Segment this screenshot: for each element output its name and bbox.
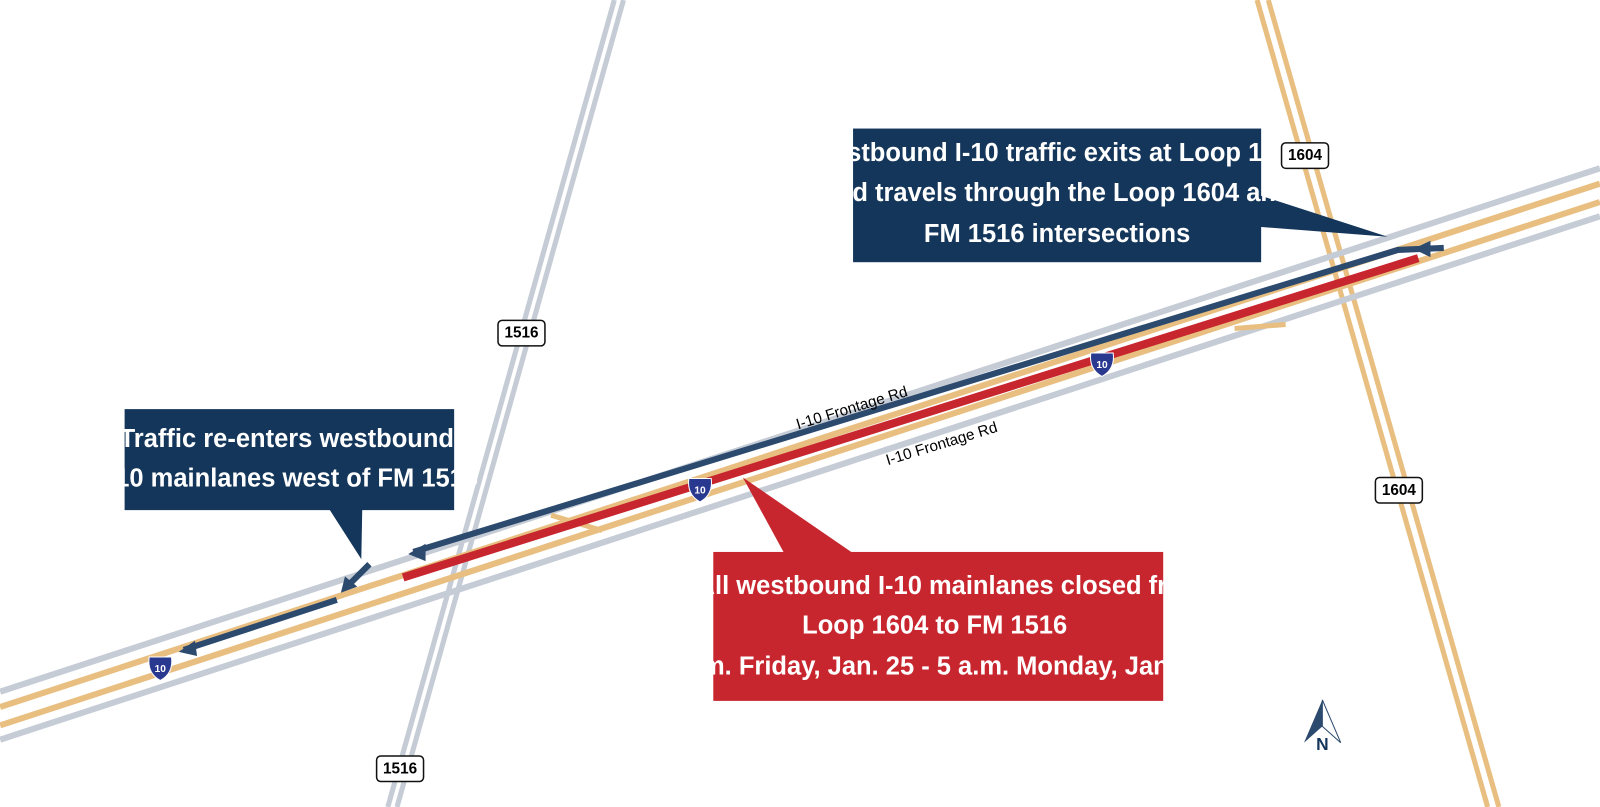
- arrow: [1413, 240, 1431, 258]
- arrow: [408, 543, 426, 562]
- shield: [148, 656, 173, 682]
- shield: [497, 319, 546, 347]
- shield-label: 10: [1096, 360, 1108, 371]
- shield: [375, 755, 425, 783]
- route-shields: [375, 142, 1424, 783]
- shield: [1089, 352, 1114, 378]
- arrow: [178, 640, 198, 657]
- shield-label: 10: [694, 485, 706, 496]
- callout: [713, 551, 1164, 701]
- frontage-road: [0, 213, 1600, 743]
- loop-1604: [1254, 0, 1491, 807]
- callout-text: All westbound I-10 mainlanes closed from: [697, 572, 1206, 600]
- callout-text: I-10 mainlanes west of FM 1516: [100, 465, 478, 493]
- fm-1516: [385, 0, 617, 807]
- callout-text: Loop 1604 to FM 1516: [802, 612, 1067, 640]
- compass: [1303, 699, 1323, 743]
- detour: [412, 244, 1444, 555]
- callout: [853, 128, 1262, 263]
- shield-label: 1604: [1382, 482, 1417, 499]
- callout-text: FM 1516 intersections: [924, 220, 1190, 248]
- compass-label: N: [1316, 734, 1329, 754]
- interstate-shields: [148, 352, 1114, 682]
- callout: [124, 409, 455, 511]
- shield-label: 10: [155, 664, 167, 675]
- callout-text: and travels through the Loop 1604 and: [823, 179, 1292, 207]
- arrow: [340, 576, 358, 593]
- shield: [1374, 476, 1424, 504]
- loop-1604: [1265, 0, 1502, 807]
- mainlane: [0, 199, 1600, 729]
- shield-label: 1604: [1288, 147, 1323, 164]
- shield-label: 1516: [383, 760, 417, 777]
- detour: [182, 596, 338, 653]
- compass: [1321, 699, 1342, 744]
- fm-1516: [394, 0, 626, 807]
- shield-label: 1516: [504, 325, 538, 342]
- callout-text: 9 p.m. Friday, Jan. 25 - 5 a.m. Monday, …: [658, 652, 1211, 680]
- callout-text: Traffic re-enters westbound: [120, 425, 454, 453]
- callout-text: Westbound I-10 traffic exits at Loop 160…: [809, 139, 1305, 167]
- closure: [401, 254, 1420, 582]
- frontage-road: [0, 165, 1600, 695]
- shield: [688, 477, 713, 503]
- shield: [1280, 142, 1330, 170]
- ramp: [1234, 321, 1286, 332]
- callout-pointer: [326, 505, 363, 560]
